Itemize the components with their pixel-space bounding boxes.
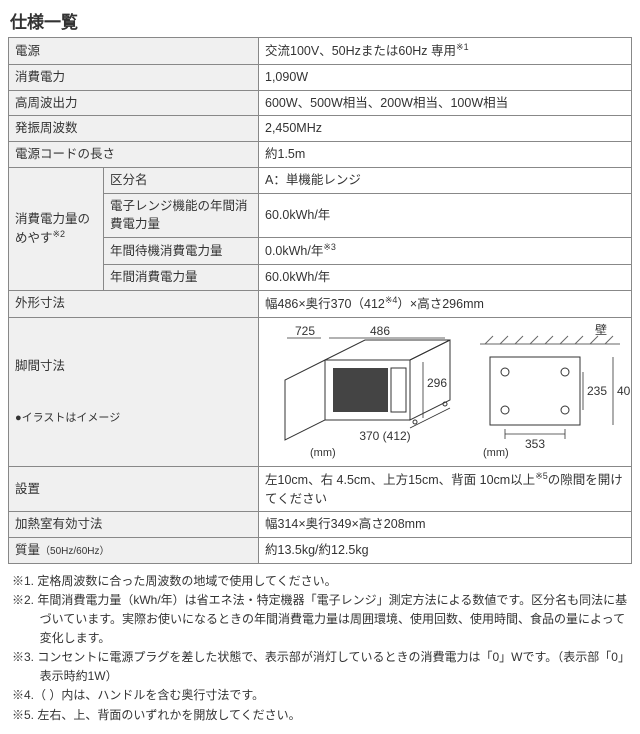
- note-2: ※2. 年間消費電力量（kWh/年）は省エネ法・特定機器「電子レンジ」測定方法に…: [12, 591, 628, 647]
- row-class-value: A：単機能レンジ: [259, 167, 632, 193]
- wall-label: 壁: [595, 322, 607, 337]
- diagram-cell: 725 486 296 370 (412) (mm): [259, 317, 632, 466]
- row-installation-value: 左10cm、右 4.5cm、上方15cm、背面 10cm以上※5の隙間を開けてく…: [259, 466, 632, 512]
- row-annual-power-label: 消費電力量のめやす※2: [9, 167, 104, 290]
- row-chamber-label: 加熱室有効寸法: [9, 512, 259, 538]
- dim-353: 353: [525, 437, 545, 451]
- footnotes: ※1. 定格周波数に合った周波数の地域で使用してください。 ※2. 年間消費電力…: [8, 572, 632, 725]
- row-class-label: 区分名: [104, 167, 259, 193]
- row-hf-output-label: 高周波出力: [9, 90, 259, 116]
- row-power-consumption-value: 1,090W: [259, 64, 632, 90]
- row-installation-label: 設置: [9, 466, 259, 512]
- row-hf-output-value: 600W、500W相当、200W相当、100W相当: [259, 90, 632, 116]
- note-5: ※5. 左右、上、背面のいずれかを開放してください。: [12, 706, 628, 725]
- note-4: ※4.（ ）内は、ハンドルを含む奥行寸法です。: [12, 686, 628, 705]
- row-mass-label: 質量（50Hz/60Hz）: [9, 538, 259, 564]
- row-cord-length-value: 約1.5m: [259, 142, 632, 168]
- dimension-diagram: 725 486 296 370 (412) (mm): [265, 322, 630, 462]
- row-total-value: 60.0kWh/年: [259, 265, 632, 291]
- row-osc-freq-value: 2,450MHz: [259, 116, 632, 142]
- spec-table: 電源 交流100V、50Hzまたは60Hz 専用※1 消費電力 1,090W 高…: [8, 37, 632, 564]
- row-microwave-value: 60.0kWh/年: [259, 193, 632, 238]
- dim-235: 235: [587, 384, 607, 398]
- row-power-source-value: 交流100V、50Hzまたは60Hz 専用※1: [259, 38, 632, 65]
- row-outer-dim-label: 外形寸法: [9, 290, 259, 317]
- dim-406: 406: [617, 384, 630, 398]
- note-3: ※3. コンセントに電源プラグを差した状態で、表示部が消灯しているときの消費電力…: [12, 648, 628, 685]
- leg-dim-text: 脚間寸法: [15, 357, 252, 376]
- row-mass-value: 約13.5kg/約12.5kg: [259, 538, 632, 564]
- spec-title: 仕様一覧: [8, 8, 632, 33]
- row-microwave-label: 電子レンジ機能の年間消費電力量: [104, 193, 259, 238]
- row-osc-freq-label: 発振周波数: [9, 116, 259, 142]
- mm-left: (mm): [310, 447, 336, 459]
- dim-486: 486: [370, 324, 390, 338]
- row-standby-label: 年間待機消費電力量: [104, 238, 259, 265]
- row-cord-length-label: 電源コードの長さ: [9, 142, 259, 168]
- dim-296: 296: [427, 376, 447, 390]
- illust-note: ●イラストはイメージ: [15, 410, 252, 427]
- row-outer-dim-value: 幅486×奥行370（412※4）×高さ296mm: [259, 290, 632, 317]
- row-power-source-label: 電源: [9, 38, 259, 65]
- row-standby-value: 0.0kWh/年※3: [259, 238, 632, 265]
- row-chamber-value: 幅314×奥行349×高さ208mm: [259, 512, 632, 538]
- dim-725: 725: [295, 324, 315, 338]
- row-total-label: 年間消費電力量: [104, 265, 259, 291]
- mm-right: (mm): [483, 447, 509, 459]
- row-leg-dim-label: 脚間寸法 ●イラストはイメージ: [9, 317, 259, 466]
- row-power-consumption-label: 消費電力: [9, 64, 259, 90]
- note-1: ※1. 定格周波数に合った周波数の地域で使用してください。: [12, 572, 628, 591]
- dim-370: 370 (412): [359, 429, 410, 443]
